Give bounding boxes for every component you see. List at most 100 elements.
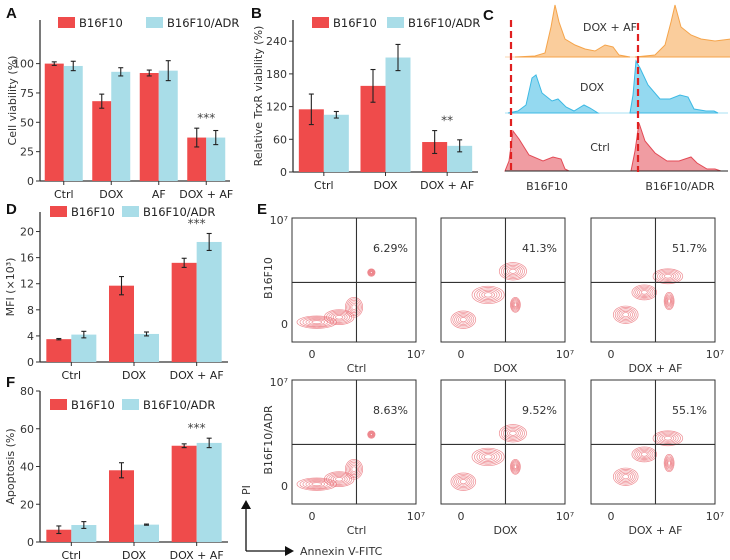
plot-frame [590, 217, 716, 343]
x-max-label: 10⁷ [706, 510, 724, 523]
contour [509, 268, 517, 274]
contour [510, 460, 520, 474]
contour [347, 299, 361, 315]
legend-swatch [312, 17, 329, 28]
histogram-dox: DOX [505, 59, 728, 114]
contour [299, 316, 335, 328]
panel-label: C [483, 7, 494, 24]
contour [471, 285, 505, 304]
contour [635, 286, 654, 298]
x-min-label: 0 [608, 510, 615, 523]
histogram-b16f10-adr [629, 59, 719, 114]
contour [507, 429, 519, 438]
y-tick-label: 0 [27, 536, 34, 549]
y-tick-label: 12 [20, 278, 34, 291]
contour [612, 305, 639, 324]
contour [618, 309, 633, 320]
bar-b16f10-adr [158, 70, 178, 181]
panel-label: E [257, 201, 267, 218]
x-max-label: 10⁷ [556, 348, 574, 361]
contour [666, 297, 672, 305]
legend-label: B16F10 [71, 205, 115, 219]
x-tick-label: DOX [374, 179, 398, 192]
contour [350, 302, 358, 312]
y-tick-label: 180 [266, 68, 287, 81]
contour [652, 268, 684, 285]
contour [459, 479, 467, 485]
bar-b16f10 [171, 262, 197, 362]
plot-frame [291, 217, 417, 343]
contour [367, 268, 376, 277]
legend-label: B16F10 [333, 16, 377, 30]
bar-b16f10-adr [323, 114, 349, 172]
y-tick-label: 25 [20, 146, 34, 159]
y-tick-label: 0 [27, 356, 34, 369]
contour [503, 426, 523, 440]
legend-swatch [387, 17, 404, 28]
legend-swatch [50, 206, 67, 217]
contour [639, 289, 650, 296]
legend: B16F10 B16F10/ADR [50, 398, 215, 412]
contour [471, 447, 505, 466]
bar-b16f10 [171, 445, 197, 542]
x-tick-label: AF [152, 188, 166, 201]
row-label: B16F10 [262, 257, 275, 299]
histogram-label: DOX [580, 81, 604, 94]
contour [369, 432, 374, 437]
contour [631, 284, 658, 301]
condition-label: DOX [493, 362, 517, 375]
x-max-label: 10⁷ [556, 510, 574, 523]
legend: B16F10 B16F10/ADR [312, 16, 480, 30]
condition-label: Ctrl [347, 524, 367, 537]
contour [328, 473, 350, 485]
y-tick-label: 240 [266, 35, 287, 48]
contour [667, 460, 671, 466]
contour [510, 297, 521, 313]
contour [498, 424, 527, 443]
contour [500, 263, 525, 280]
x-tick-label: DOX + AF [179, 188, 233, 201]
legend: B16F10 B16F10/ADR [50, 205, 215, 219]
contour [511, 299, 520, 311]
histogram-b16f10 [507, 74, 600, 114]
contour [332, 313, 346, 321]
contour [348, 463, 360, 476]
bar-b16f10 [44, 63, 64, 181]
panel-label: D [6, 201, 17, 218]
contour [620, 310, 632, 319]
x-max-label: 10⁷ [407, 510, 425, 523]
y-tick-label: 20 [20, 226, 34, 239]
contour [509, 430, 517, 436]
bar-b16f10 [46, 339, 72, 362]
x-max-label: 10⁷ [706, 348, 724, 361]
legend-label: B16F10/ADR [143, 398, 215, 412]
contour [503, 264, 523, 278]
quadrant-percent: 6.29% [373, 242, 408, 255]
histogram-label: Ctrl [590, 141, 610, 154]
y-tick-label: 4 [27, 330, 34, 343]
x-min-label: 0 [309, 510, 316, 523]
legend-swatch [122, 399, 139, 410]
contour [511, 461, 520, 473]
contour [452, 311, 475, 328]
bar-b16f10-adr [196, 442, 222, 542]
contour [299, 478, 335, 490]
x-tick-label: Ctrl [62, 549, 82, 560]
contour [344, 459, 364, 480]
panel-label: A [6, 5, 17, 22]
contour [311, 482, 323, 487]
contour [346, 460, 362, 479]
axis-key: PI Annexin V-FITC [240, 485, 383, 558]
x-max-label: 10⁷ [407, 348, 425, 361]
bar-b16f10 [109, 470, 134, 542]
histogram-ctrl: Ctrl [504, 122, 728, 172]
contour-plot: 51.7% 0 10⁷ DOX + AF [590, 217, 724, 375]
contour [476, 288, 500, 302]
y-axis-label: Apoptosis (%) [4, 428, 17, 504]
significance-marker: ** [441, 114, 453, 128]
contour [368, 431, 375, 438]
y-tick-label: 0 [280, 166, 287, 179]
plot-frame [590, 379, 716, 505]
legend: B16F10 B16F10/ADR [58, 16, 239, 30]
